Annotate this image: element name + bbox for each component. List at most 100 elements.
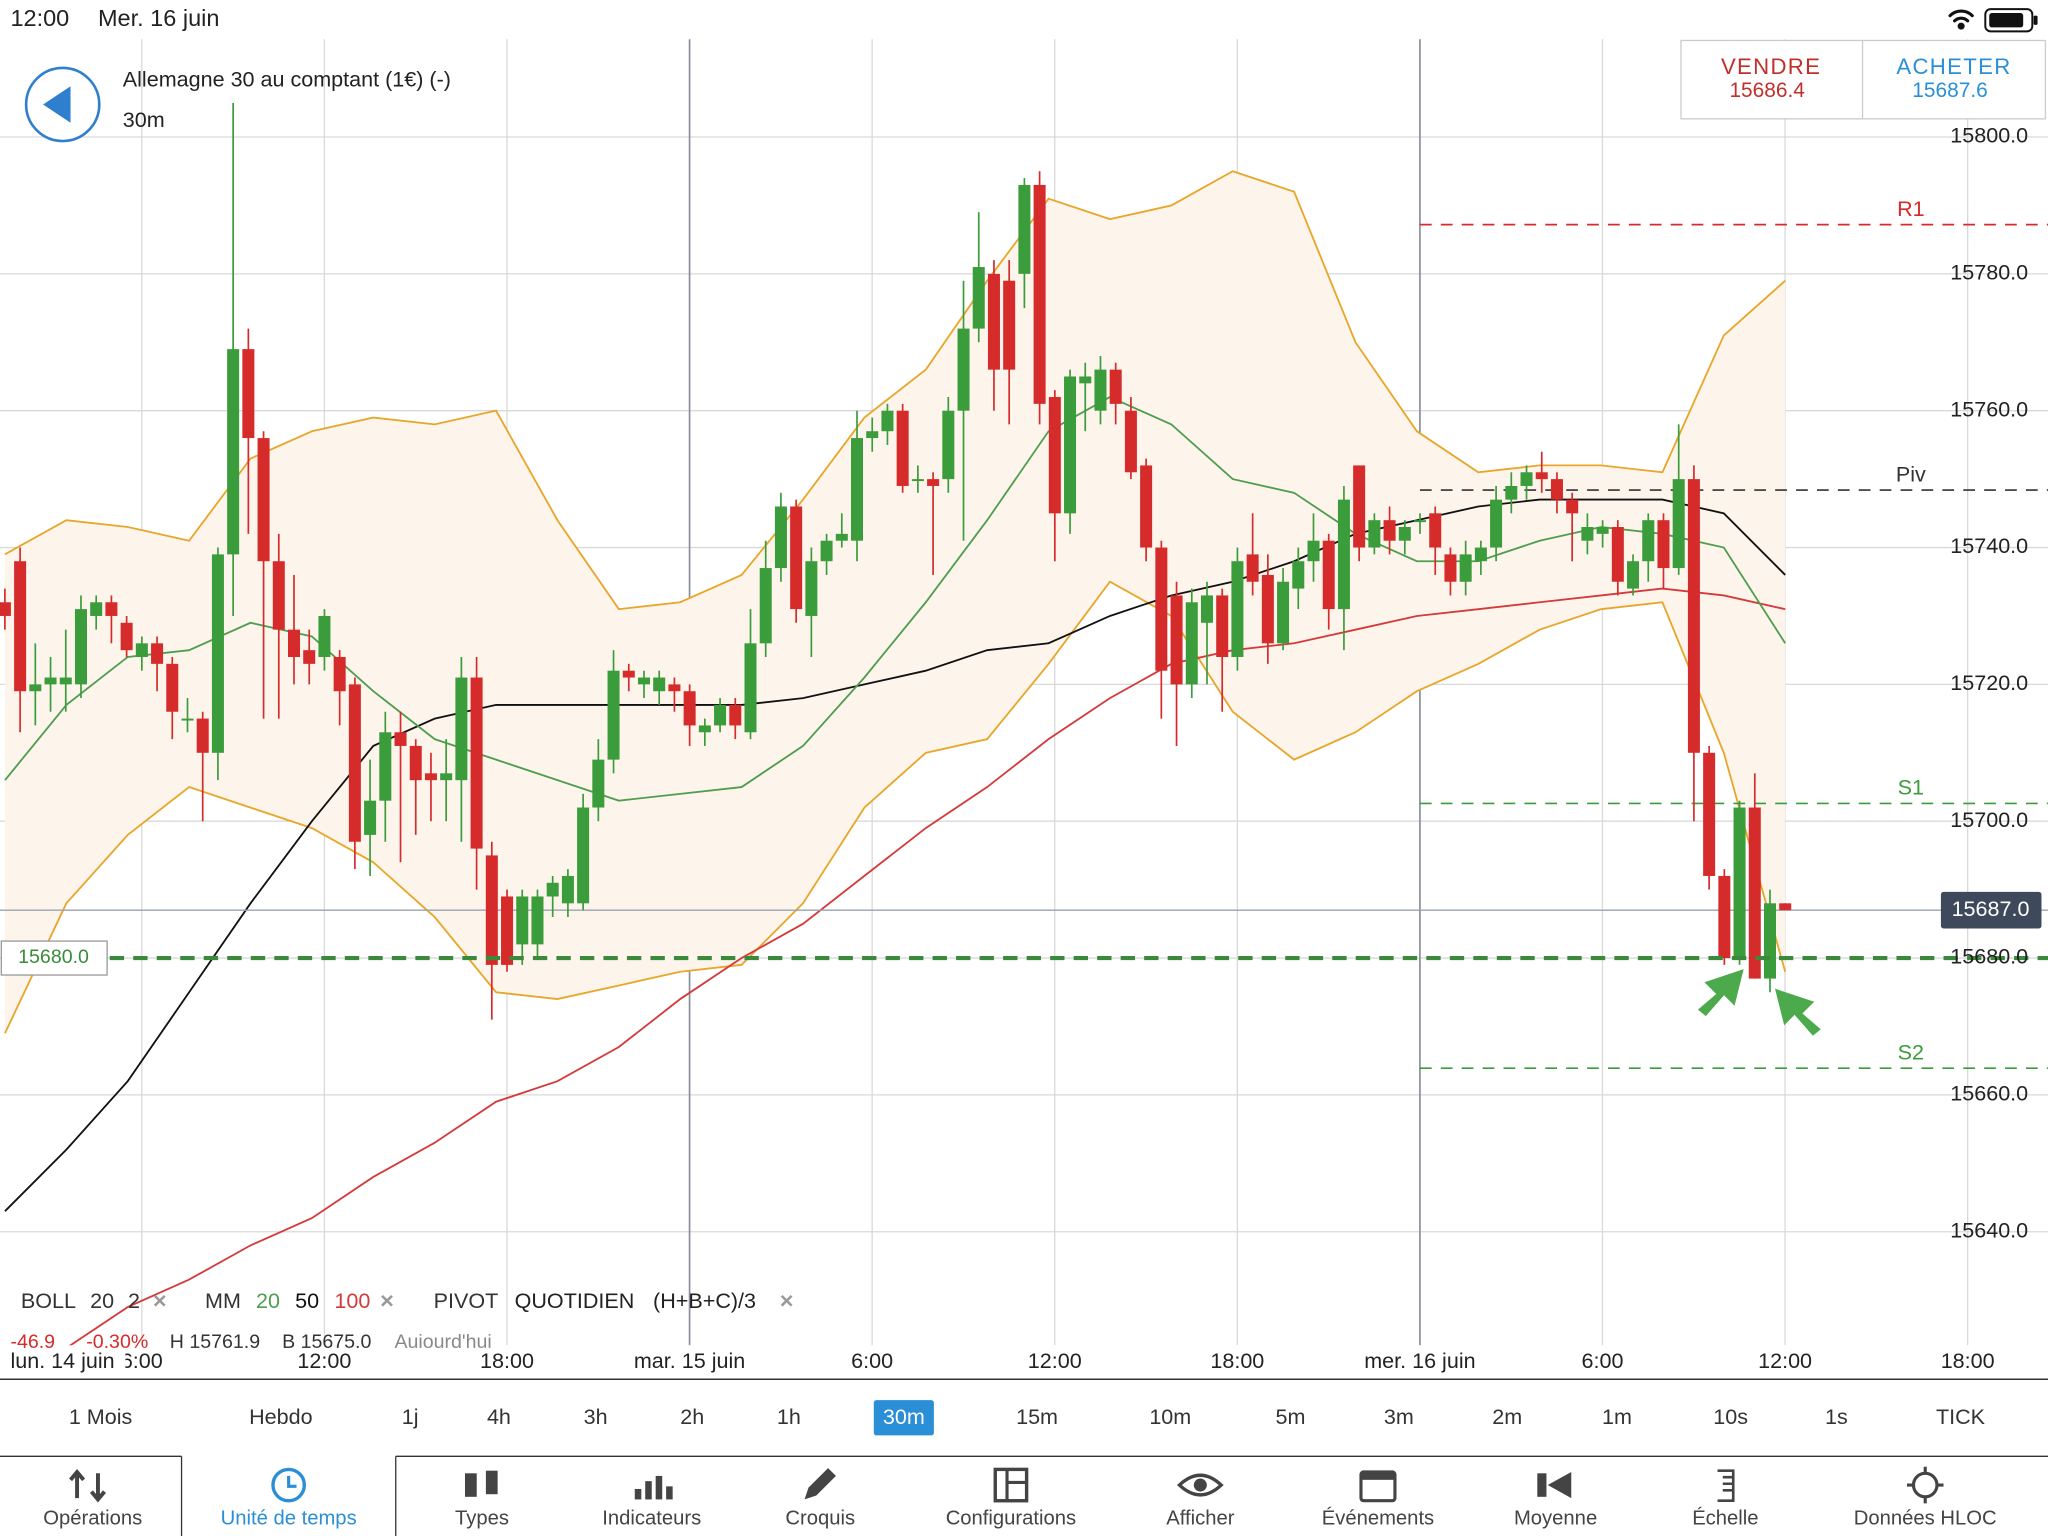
icon-part[interactable] (287, 1475, 297, 1488)
y-tick-label: 15800.0 (1950, 123, 2028, 148)
icon-part[interactable] (804, 1468, 836, 1500)
timeframe-option[interactable]: 1s (1825, 1404, 1848, 1429)
icon-part[interactable] (1537, 1473, 1547, 1497)
candle-body (653, 677, 666, 692)
buy-price[interactable]: 15687.6 (1912, 79, 1987, 102)
candle-body (333, 657, 346, 692)
toolbar-label[interactable]: Unité de temps (221, 1507, 357, 1529)
candle-body (242, 349, 255, 439)
candle-body (637, 677, 650, 685)
day-label: lun. 14 juin (10, 1348, 114, 1373)
candle-body (1459, 554, 1472, 582)
candle-body (835, 533, 848, 541)
timeframe-option[interactable]: 3m (1384, 1404, 1414, 1429)
timeframe-selected-bg[interactable] (873, 1400, 934, 1436)
toolbar-icon[interactable] (993, 1467, 1029, 1503)
toolbar-icon[interactable] (804, 1468, 836, 1500)
toolbar-label[interactable]: Données HLOC (1854, 1507, 1997, 1529)
icon-part[interactable] (1193, 1478, 1207, 1492)
legend-pivot[interactable]: PIVOT (434, 1288, 499, 1313)
bollinger-band-fill (4, 171, 1786, 1034)
timeframe-option[interactable]: 30m (883, 1404, 925, 1429)
icon-part[interactable] (271, 1467, 307, 1503)
candle-body (683, 691, 696, 726)
y-tick-label: 15760.0 (1950, 396, 2028, 421)
sell-price[interactable]: 15686.4 (1729, 79, 1804, 102)
candle-body (1033, 184, 1046, 404)
instrument-title: Allemagne 30 au comptant (1€) (-) (123, 67, 451, 92)
toolbar-label[interactable]: Afficher (1166, 1507, 1234, 1529)
timeframe-option[interactable]: 10s (1713, 1404, 1748, 1429)
legend-boll[interactable]: BOLL (21, 1288, 76, 1313)
icon-part[interactable] (485, 1470, 498, 1495)
candle-body (1642, 520, 1655, 562)
toolbar-label[interactable]: Configurations (946, 1507, 1076, 1529)
icon-part[interactable] (1176, 1473, 1224, 1497)
timeframe-option[interactable]: Hebdo (249, 1404, 313, 1429)
candle-body (394, 732, 407, 746)
icon-part[interactable] (1360, 1472, 1395, 1480)
timeframe-option[interactable]: TICK (1936, 1404, 1986, 1429)
toolbar-icon[interactable] (1537, 1472, 1572, 1499)
timeframe-option[interactable]: 2h (680, 1404, 704, 1429)
back-arrow[interactable] (43, 86, 71, 123)
toolbar-label[interactable]: Moyenne (1514, 1507, 1597, 1529)
icon-part[interactable] (655, 1475, 663, 1500)
timeframe-option[interactable]: 1h (777, 1404, 801, 1429)
buy-label[interactable]: ACHETER (1896, 54, 2011, 79)
icon-part[interactable] (1547, 1472, 1572, 1499)
timeframe-option[interactable]: 1m (1602, 1404, 1632, 1429)
toolbar-label[interactable]: Types (455, 1507, 509, 1529)
candle-body (44, 677, 57, 685)
buy-button[interactable]: ACHETER 15687.6 (1896, 54, 2011, 102)
candle-body (820, 540, 833, 562)
candle-body (1733, 807, 1746, 959)
icon-part[interactable] (993, 1467, 1029, 1503)
icon-part[interactable] (645, 1481, 652, 1500)
icon-part[interactable] (1906, 1466, 1944, 1504)
timeframe-option[interactable]: 1j (402, 1404, 419, 1429)
timeframe-option[interactable]: 15m (1016, 1404, 1058, 1429)
toolbar-icon[interactable] (1717, 1469, 1735, 1503)
timeframe-option[interactable]: 5m (1275, 1404, 1305, 1429)
battery-icon (1984, 8, 2038, 33)
candle-body (881, 410, 894, 432)
toolbar-icon[interactable] (634, 1475, 673, 1500)
toolbar-label[interactable]: Échelle (1692, 1506, 1758, 1529)
icon-part[interactable] (666, 1486, 673, 1500)
legend-remove[interactable]: × (380, 1287, 394, 1313)
toolbar-label[interactable]: Opérations (43, 1507, 142, 1529)
toolbar-icon[interactable] (1359, 1470, 1397, 1503)
legend-pivot-formula: (H+B+C)/3 (653, 1288, 756, 1313)
icon-part[interactable] (69, 1468, 106, 1503)
toolbar-label[interactable]: Événements (1322, 1506, 1434, 1529)
toolbar-icon[interactable] (464, 1470, 498, 1497)
timeframe-option[interactable]: 3h (584, 1404, 608, 1429)
stat-change: -46.9 (10, 1331, 55, 1353)
toolbar-label[interactable]: Indicateurs (602, 1507, 701, 1529)
icon-part[interactable] (464, 1473, 477, 1497)
legend-remove[interactable]: × (153, 1287, 167, 1313)
timeframe-option[interactable]: 10m (1149, 1404, 1191, 1429)
toolbar-icon[interactable] (1906, 1466, 1944, 1504)
icon-part[interactable] (1005, 1469, 1027, 1501)
timeframe-option[interactable]: 1 Mois (69, 1404, 132, 1429)
sell-button[interactable]: VENDRE 15686.4 (1721, 54, 1821, 102)
toolbar-icon[interactable] (1176, 1473, 1224, 1497)
timeframe-option[interactable]: 2m (1492, 1404, 1522, 1429)
legend-mm-2: 50 (295, 1288, 319, 1313)
icon-part[interactable] (1717, 1469, 1735, 1503)
icon-part[interactable] (634, 1488, 642, 1500)
back-button[interactable] (24, 66, 101, 143)
toolbar-label[interactable]: Croquis (785, 1507, 855, 1529)
legend-remove[interactable]: × (780, 1287, 794, 1313)
legend-mm-1: 20 (256, 1288, 280, 1313)
toolbar-icon[interactable] (271, 1467, 307, 1503)
timeframe-option[interactable]: 4h (487, 1404, 511, 1429)
sell-label[interactable]: VENDRE (1721, 54, 1821, 79)
candle-body (516, 896, 529, 945)
legend-mm[interactable]: MM (205, 1288, 241, 1313)
legend-boll-dev: 2 (128, 1288, 140, 1313)
candle-body (1383, 520, 1396, 541)
toolbar-icon[interactable] (69, 1468, 106, 1503)
